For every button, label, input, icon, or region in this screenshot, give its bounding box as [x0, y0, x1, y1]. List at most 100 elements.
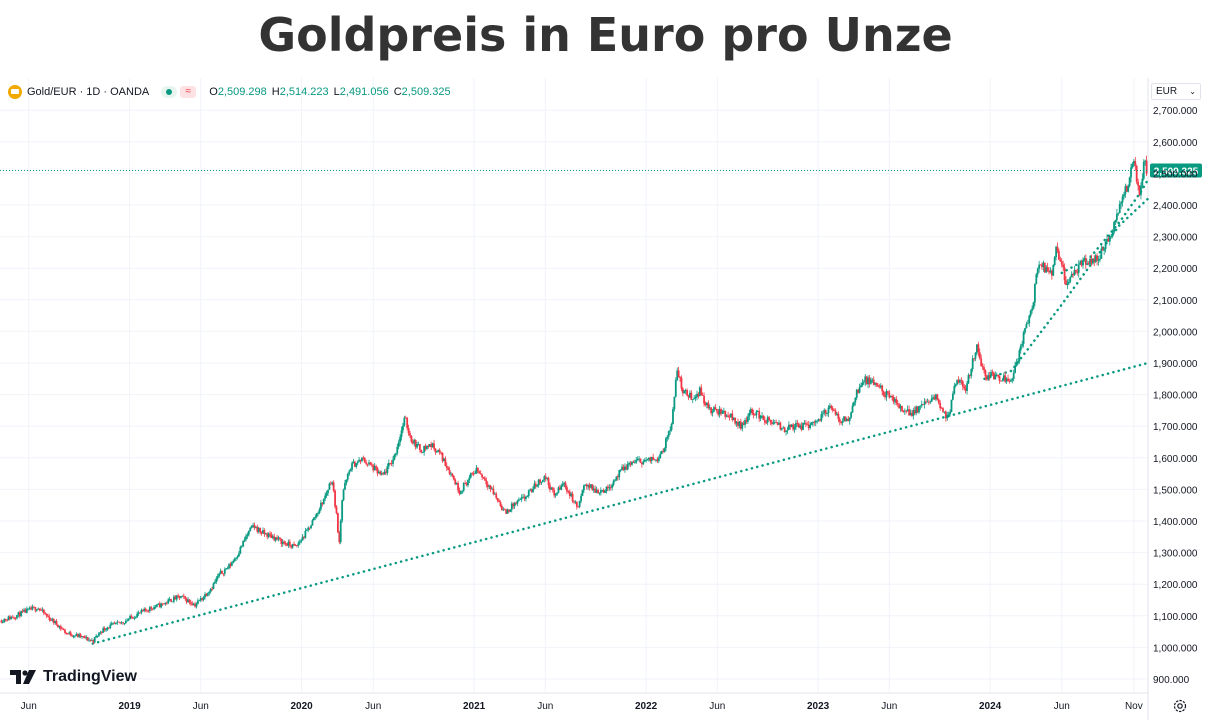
candle: [940, 406, 943, 409]
x-axis[interactable]: Jun 2019 Jun 2020 Jun 2021 Jun 2022 Jun 2023 Jun 20…: [21, 701, 1143, 712]
candle-body: [18, 612, 21, 617]
approx-icon[interactable]: ≈: [180, 86, 197, 98]
candle-body: [465, 483, 468, 486]
candle: [328, 482, 331, 491]
tradingview-icon: [10, 670, 36, 684]
candle: [1066, 279, 1069, 290]
candle-body: [797, 423, 800, 428]
candle: [82, 636, 85, 639]
candle: [816, 419, 819, 424]
candle: [257, 526, 260, 534]
candle-body: [270, 534, 273, 539]
candle-body: [366, 463, 369, 465]
price-chart[interactable]: 2,509.325 900.0001,000.0001,100.0001,200…: [0, 78, 1211, 720]
candle-body: [147, 610, 150, 612]
candle: [373, 463, 376, 471]
candle: [433, 439, 435, 451]
candle: [640, 462, 643, 468]
candle-body: [1124, 186, 1127, 195]
symbol-label[interactable]: Gold/EUR · 1D · OANDA: [27, 86, 150, 98]
candle-body: [604, 490, 607, 493]
candle: [223, 567, 226, 577]
candle-body: [513, 502, 516, 507]
candle: [157, 603, 160, 606]
candle: [394, 452, 397, 457]
candle: [491, 486, 493, 490]
candle: [855, 388, 858, 400]
candle-body: [119, 622, 122, 624]
candle-body: [332, 482, 335, 491]
candle-body: [496, 498, 499, 501]
candle-body: [467, 479, 469, 486]
candle-body: [780, 428, 783, 430]
candle: [321, 502, 324, 507]
candle-body: [946, 414, 949, 419]
candle: [990, 369, 992, 378]
candle-body: [54, 621, 57, 623]
candle: [172, 594, 175, 604]
candle: [840, 420, 843, 425]
candle-body: [547, 478, 550, 486]
candle-body: [163, 603, 165, 605]
candle-body: [30, 607, 33, 610]
candle-body: [304, 530, 307, 538]
candle: [105, 627, 107, 632]
candle-body: [409, 433, 411, 436]
candle-body: [76, 633, 79, 637]
symbol-legend[interactable]: Gold/EUR · 1D · OANDA ≈ O 2,509.298 H 2,51…: [8, 84, 451, 100]
candle: [1004, 371, 1007, 384]
candle-body: [8, 616, 11, 620]
candle: [192, 602, 195, 606]
candle: [575, 501, 578, 510]
candle: [715, 408, 718, 414]
candle: [635, 457, 638, 464]
candle: [615, 476, 618, 482]
candle: [375, 464, 377, 471]
candle-body: [755, 411, 758, 416]
candle: [1055, 245, 1058, 261]
candle-body: [667, 431, 670, 437]
candle-body: [769, 419, 772, 423]
candle-body: [995, 374, 998, 376]
candle-body: [809, 424, 812, 428]
y-axis[interactable]: 900.0001,000.0001,100.0001,200.0001,300.…: [1153, 106, 1198, 686]
candle: [987, 372, 990, 381]
candle: [403, 415, 406, 427]
candle-body: [633, 462, 636, 464]
candle: [693, 395, 696, 400]
candle-body: [373, 466, 376, 471]
candle: [1059, 256, 1062, 263]
chart-panel[interactable]: 2,509.325 900.000 1,000.000 1,100.000 1,200…: [0, 78, 1211, 720]
currency-select[interactable]: EUR ⌄: [1151, 83, 1201, 100]
candle-body: [926, 401, 929, 403]
candle: [790, 423, 793, 428]
candle-body: [669, 430, 672, 432]
candle-body: [369, 462, 372, 465]
open-value: 2,509.298: [217, 86, 267, 98]
candle: [428, 443, 431, 448]
gear-icon[interactable]: [1172, 698, 1188, 714]
candle: [54, 620, 57, 625]
candle: [182, 593, 185, 599]
candle-body: [64, 629, 66, 633]
candle: [81, 636, 83, 639]
candle-body: [51, 618, 54, 621]
candle: [779, 421, 782, 431]
candle-body: [195, 603, 198, 607]
tradingview-logo[interactable]: TradingView: [10, 668, 137, 686]
candle-body: [226, 568, 229, 570]
candle-body: [615, 476, 618, 480]
candle-body: [1113, 222, 1115, 233]
candle-body: [459, 491, 462, 494]
candle-body: [1009, 380, 1012, 382]
candle: [899, 404, 902, 412]
candle-body: [243, 539, 246, 541]
candle-body: [977, 344, 980, 353]
candle: [1117, 212, 1120, 216]
candle-body: [55, 621, 58, 625]
market-status-icon[interactable]: [161, 86, 178, 98]
candle-body: [31, 606, 34, 610]
candle-body: [197, 600, 199, 604]
candle-body: [1103, 249, 1106, 251]
candle-body: [639, 458, 642, 463]
